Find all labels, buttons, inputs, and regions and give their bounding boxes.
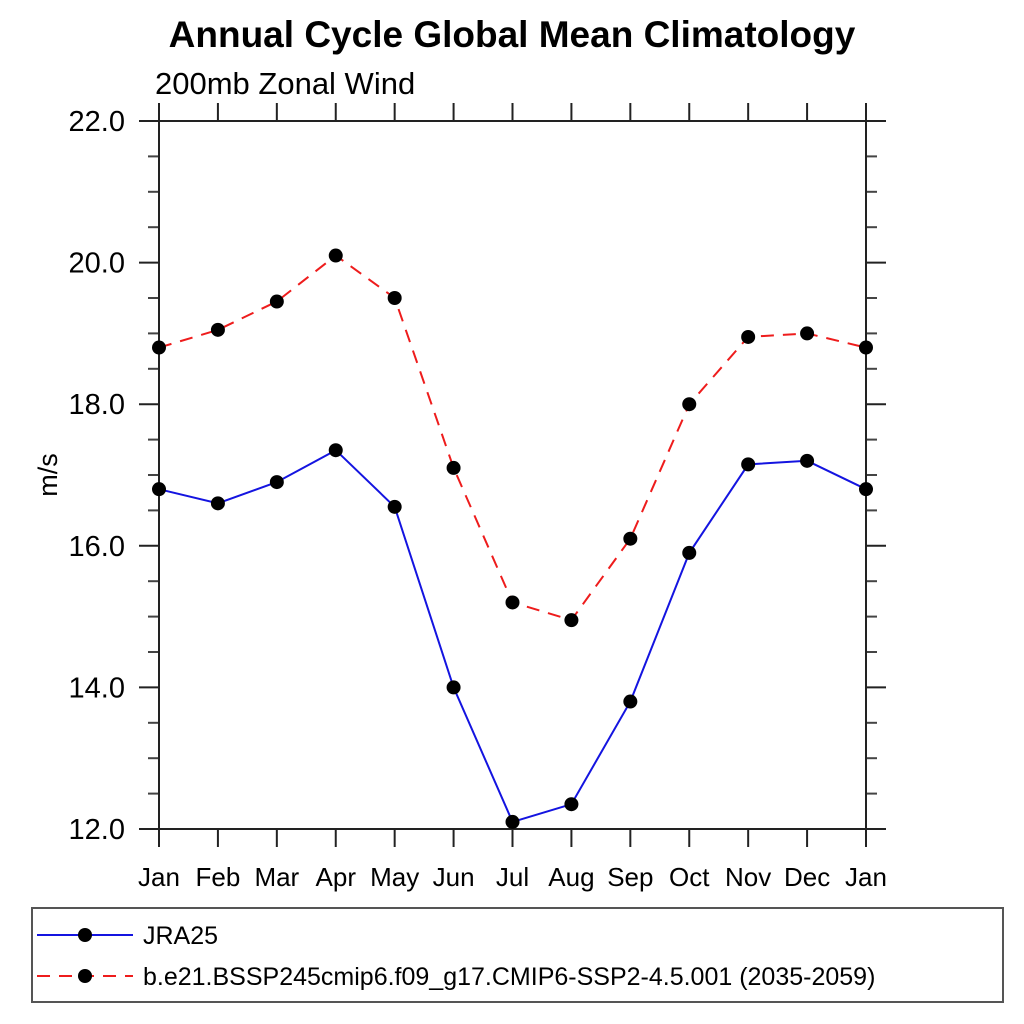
y-tick-label: 20.0 [69, 248, 125, 280]
plot-frame [158, 120, 867, 830]
y-tick-label: 14.0 [69, 672, 125, 704]
data-point-marker-1 [741, 329, 756, 344]
data-point-marker-1 [505, 595, 520, 610]
data-point-marker-1 [269, 294, 284, 309]
data-point-marker-1 [564, 613, 579, 628]
data-point-marker-1 [152, 340, 166, 355]
month-label: Feb [196, 862, 241, 892]
legend-box [31, 907, 1004, 1003]
data-point-marker-1 [210, 322, 225, 337]
data-point-marker-0 [446, 680, 461, 695]
chart-subtitle: 200mb Zonal Wind [155, 66, 416, 101]
month-label: Jan [138, 862, 180, 892]
month-label: May [370, 862, 419, 892]
legend-label-0: JRA25 [143, 922, 218, 950]
chart-title: Annual Cycle Global Mean Climatology [168, 14, 856, 55]
data-point-marker-1 [623, 531, 638, 546]
data-point-marker-0 [269, 475, 284, 490]
data-point-marker-0 [328, 443, 343, 458]
month-label: Nov [725, 862, 771, 892]
month-label: Jul [496, 862, 529, 892]
month-label: Aug [548, 862, 594, 892]
data-point-marker-0 [387, 499, 402, 514]
month-label: Oct [669, 862, 710, 892]
month-label: Jun [433, 862, 475, 892]
legend-marker-1 [78, 969, 92, 983]
legend-marker-0 [78, 928, 92, 942]
data-point-marker-0 [564, 797, 579, 812]
y-tick-label: 12.0 [69, 814, 125, 846]
data-point-marker-0 [210, 496, 225, 511]
y-tick-label: 22.0 [69, 106, 125, 138]
data-point-marker-0 [505, 814, 520, 829]
legend-label-1: b.e21.BSSP245cmip6.f09_g17.CMIP6-SSP2-4.… [143, 963, 875, 991]
data-point-marker-1 [387, 291, 402, 305]
data-point-marker-0 [623, 694, 638, 709]
data-point-marker-0 [682, 545, 697, 560]
data-point-marker-0 [859, 482, 873, 497]
month-label: Mar [254, 862, 299, 892]
month-label: Dec [784, 862, 830, 892]
data-point-marker-0 [800, 453, 815, 468]
data-point-marker-1 [859, 340, 873, 355]
data-point-marker-1 [328, 248, 343, 263]
series-line-1 [158, 254, 867, 622]
data-point-marker-0 [152, 482, 166, 497]
month-label: Apr [316, 862, 357, 892]
y-tick-label: 16.0 [69, 531, 125, 563]
data-point-marker-1 [800, 326, 815, 341]
y-axis-unit-label: m/s [33, 453, 63, 497]
month-label: Jan [845, 862, 887, 892]
month-label: Sep [607, 862, 653, 892]
y-tick-label: 18.0 [69, 389, 125, 421]
data-point-marker-1 [446, 460, 461, 475]
data-point-marker-1 [682, 397, 697, 412]
data-point-marker-0 [741, 457, 756, 472]
series-line-0 [158, 448, 867, 824]
